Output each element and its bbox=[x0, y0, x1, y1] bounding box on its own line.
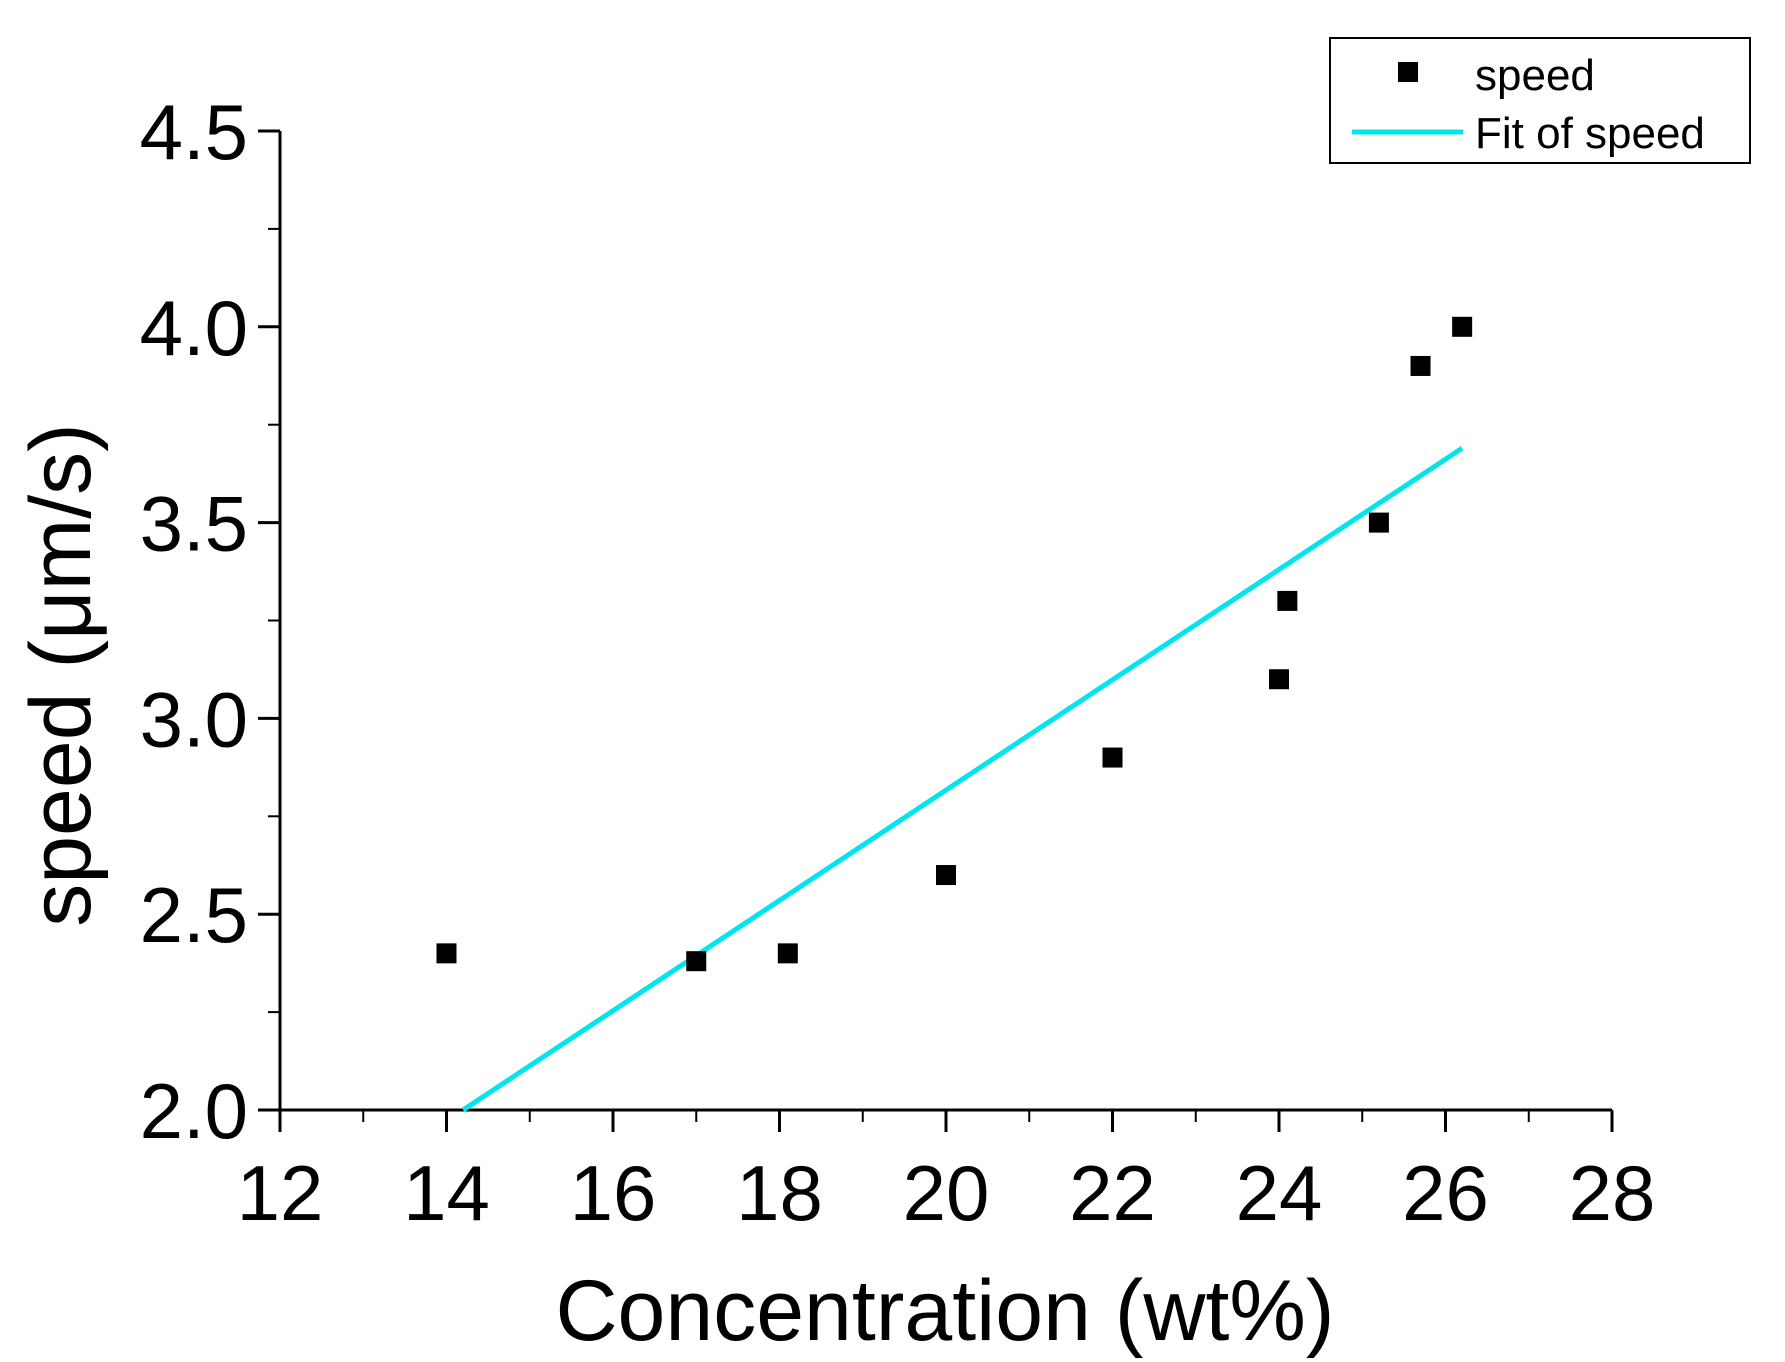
data-point bbox=[1452, 316, 1473, 337]
data-point bbox=[777, 943, 798, 964]
legend: speed Fit of speed bbox=[1329, 37, 1751, 164]
data-point bbox=[1410, 355, 1431, 376]
x-tick-label: 18 bbox=[736, 1149, 823, 1237]
data-point bbox=[1102, 747, 1123, 768]
x-tick-label: 14 bbox=[403, 1149, 490, 1237]
x-tick-label: 16 bbox=[570, 1149, 657, 1237]
legend-label-fit: Fit of speed bbox=[1475, 109, 1705, 158]
data-point bbox=[1269, 669, 1289, 690]
x-tick-label: 20 bbox=[903, 1149, 990, 1237]
x-tick-label: 26 bbox=[1402, 1149, 1489, 1237]
x-axis-ticks: 12 14 16 18 20 22 24 26 28 bbox=[237, 1110, 1656, 1237]
series-layer bbox=[436, 316, 1473, 1113]
x-tick-label: 24 bbox=[1236, 1149, 1323, 1237]
x-tick-label: 28 bbox=[1569, 1149, 1656, 1237]
y-tick-label: 3.0 bbox=[140, 675, 248, 763]
y-tick-label: 3.5 bbox=[140, 480, 248, 568]
fit-line bbox=[461, 446, 1464, 1113]
y-tick-label: 4.5 bbox=[140, 88, 248, 176]
x-tick-label: 12 bbox=[237, 1149, 324, 1237]
x-tick-label: 22 bbox=[1069, 1149, 1156, 1237]
y-axis-title: speed (μm/s) bbox=[13, 423, 109, 927]
legend-marker-speed bbox=[1398, 62, 1418, 82]
legend-label-speed: speed bbox=[1475, 51, 1595, 100]
data-point bbox=[1277, 590, 1298, 611]
data-point bbox=[686, 951, 707, 972]
data-point bbox=[436, 943, 457, 964]
y-tick-label: 2.0 bbox=[140, 1067, 248, 1155]
y-tick-label: 4.0 bbox=[140, 284, 248, 372]
data-point bbox=[1368, 512, 1389, 533]
data-point bbox=[936, 865, 956, 886]
x-axis-title: Concentration (wt%) bbox=[555, 1263, 1334, 1359]
y-axis-ticks: 2.0 2.5 3.0 3.5 4.0 4.5 bbox=[140, 88, 280, 1155]
legend-box bbox=[1329, 37, 1751, 164]
axes bbox=[278, 131, 1612, 1112]
y-tick-label: 2.5 bbox=[140, 871, 248, 959]
